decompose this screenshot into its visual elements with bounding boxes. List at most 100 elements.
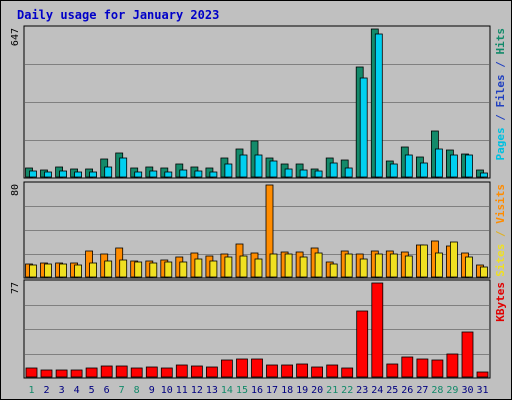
bar-kbytes-kbytes-day-15 [236,358,248,378]
bar-kbytes-kbytes-day-6 [100,365,113,378]
x-tick-label: 22 [341,385,353,396]
x-tick-label: 24 [371,385,383,396]
bar-visits-sites-day-5 [89,262,97,278]
panel-visits-side-label: Sites / Visits [494,184,507,277]
bar-hits-files-day-4 [74,171,82,178]
bar-hits-files-day-11 [179,169,188,178]
panel-visits: 80 Sites / Visits [10,181,507,279]
bar-hits-files-day-26 [404,154,413,178]
bar-kbytes-kbytes-day-3 [55,369,68,378]
bar-visits-sites-day-10 [164,261,173,278]
bar-visits-sites-day-29 [449,241,458,278]
chart-panels: 647 Pages / Files / Hits 80 Sites / Visits 7… [10,25,507,379]
bar-visits-sites-day-14 [224,256,233,278]
panel-hits: 647 Pages / Files / Hits [10,25,507,179]
x-tick-label: 9 [149,385,155,396]
x-tick-label: 5 [89,385,95,396]
legend-entry: / [494,108,507,128]
bar-hits-files-day-21 [329,162,338,178]
bar-kbytes-kbytes-day-31 [476,371,489,378]
x-tick-label: 8 [134,385,140,396]
bar-visits-visits-day-17 [265,184,274,278]
bar-visits-sites-day-16 [254,258,263,278]
bar-hits-files-day-22 [344,167,353,178]
bar-kbytes-kbytes-day-24 [371,282,384,378]
bar-visits-sites-day-15 [239,255,248,278]
bar-hits-files-day-15 [239,154,248,178]
bar-hits-files-day-12 [194,170,203,178]
x-tick-label: 23 [356,385,368,396]
bar-hits-files-day-27 [419,162,428,178]
x-tick-label: 16 [251,385,263,396]
bar-kbytes-kbytes-day-18 [281,364,294,378]
bar-kbytes-kbytes-day-2 [40,369,53,378]
x-tick-label: 2 [43,385,49,396]
bar-visits-sites-day-23 [359,258,368,278]
x-tick-label: 11 [176,385,188,396]
bar-hits-files-day-19 [299,169,308,178]
bar-kbytes-kbytes-day-22 [341,367,354,378]
x-tick-label: 4 [74,385,80,396]
bar-visits-sites-day-27 [419,244,428,278]
bar-visits-sites-day-30 [465,256,473,278]
bar-kbytes-kbytes-day-4 [70,369,83,378]
x-tick-label: 15 [236,385,248,396]
legend-entry: Files [494,74,507,107]
bar-visits-sites-day-28 [434,252,443,278]
bar-kbytes-kbytes-day-28 [431,359,444,378]
legend-entry: KBytes [494,282,507,322]
bar-kbytes-kbytes-day-14 [220,359,233,378]
bar-hits-files-day-20 [314,170,323,178]
bar-kbytes-kbytes-day-11 [175,364,188,378]
bar-hits-files-day-8 [134,171,143,178]
bar-visits-sites-day-11 [179,261,188,278]
bar-visits-sites-day-17 [269,253,278,278]
x-tick-label: 10 [161,385,173,396]
bar-visits-sites-day-25 [389,253,398,278]
bar-visits-sites-day-13 [209,260,218,278]
bar-kbytes-kbytes-day-1 [25,367,38,378]
panel-kbytes-side-label: KBytes [494,282,507,322]
legend-entry: / [494,55,507,75]
x-tick-label: 26 [401,385,413,396]
bar-kbytes-kbytes-day-21 [326,364,339,378]
bar-visits-sites-day-4 [74,264,82,278]
x-tick-label: 27 [416,385,428,396]
bar-hits-files-day-6 [104,166,113,178]
bar-hits-files-day-14 [224,163,233,178]
x-tick-label: 1 [28,385,34,396]
bar-kbytes-kbytes-day-23 [356,310,369,378]
legend-entry: Visits [494,184,507,224]
bar-hits-files-day-3 [59,170,67,178]
bar-hits-files-day-25 [389,163,398,178]
bar-hits-files-day-17 [269,160,278,178]
bar-hits-files-day-9 [149,170,158,178]
panel-hits-max-label: 647 [10,28,21,46]
bar-visits-sites-day-6 [104,260,113,278]
bar-hits-files-day-2 [44,171,52,178]
bar-hits-files-day-28 [434,148,443,178]
legend-entry: Pages [494,127,507,160]
bar-hits-files-day-23 [359,77,368,178]
bar-kbytes-kbytes-day-12 [190,365,203,378]
bar-kbytes-kbytes-day-10 [160,367,173,378]
bar-kbytes-kbytes-day-5 [85,367,98,378]
x-tick-label: 31 [476,385,488,396]
bar-visits-sites-day-3 [59,263,67,278]
bar-hits-files-day-5 [89,171,97,178]
bar-visits-sites-day-1 [29,264,37,278]
bar-kbytes-kbytes-day-27 [416,358,429,378]
bar-kbytes-kbytes-day-19 [296,363,309,378]
x-tick-label: 14 [221,385,233,396]
legend-entry: Hits [494,28,507,55]
bar-kbytes-kbytes-day-30 [461,331,474,378]
bar-visits-sites-day-2 [44,263,52,278]
bar-visits-sites-day-26 [404,255,413,278]
bar-kbytes-kbytes-day-25 [386,363,399,378]
bar-hits-files-day-31 [480,172,488,178]
x-axis-labels: 1 2 3 4 5 6 7 8 9 10 11 12 13 14 15 16 17 18 19 20 21 22 23 24 2… [28,385,488,396]
bar-visits-sites-day-24 [374,253,383,278]
x-tick-label: 29 [446,385,458,396]
bar-hits-files-day-16 [254,154,263,178]
